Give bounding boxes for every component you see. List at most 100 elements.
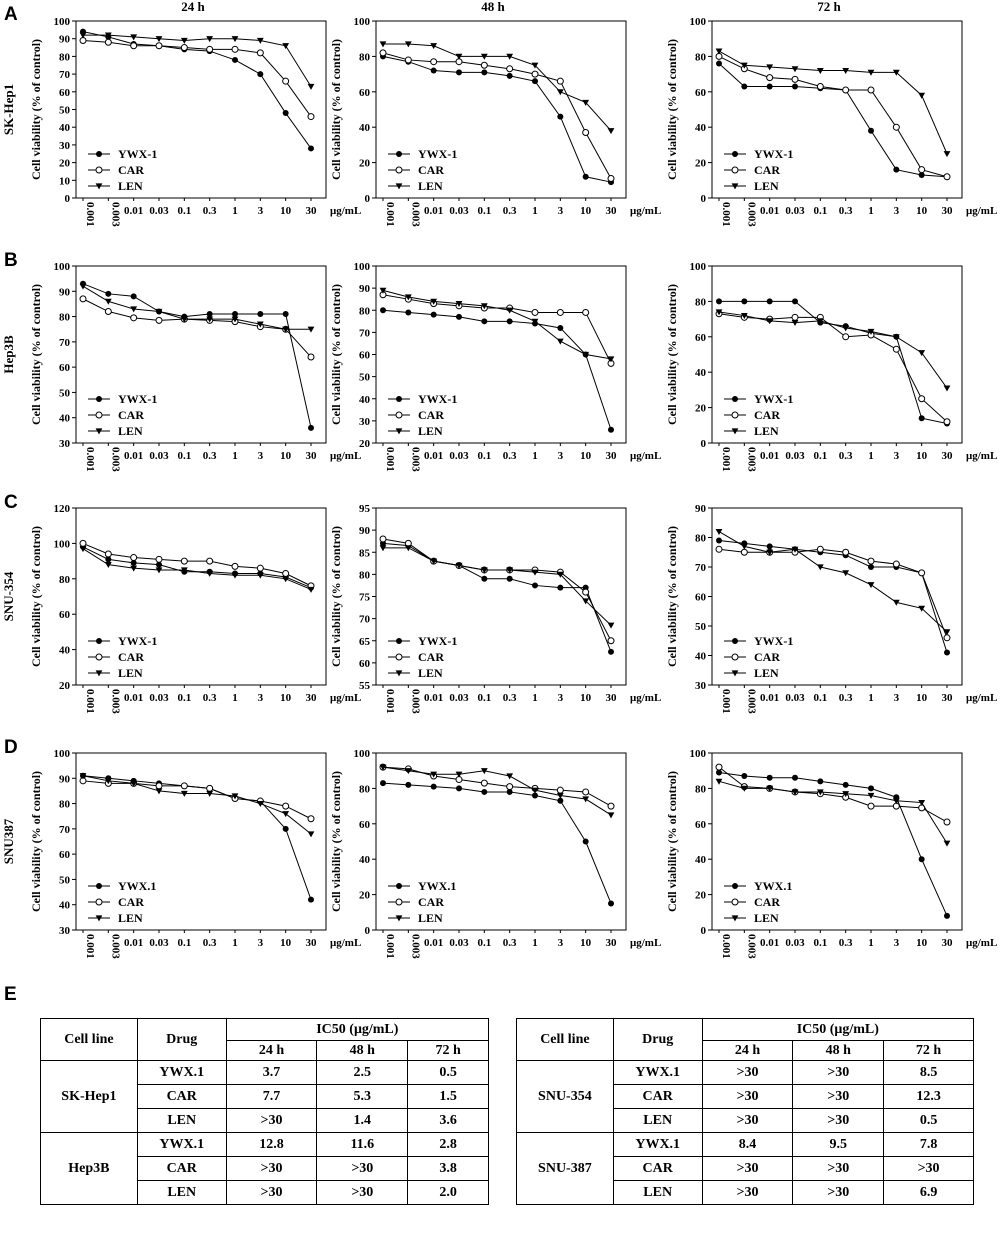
legend-label: YWX-1 (754, 147, 793, 161)
y-tick-label: 80 (59, 312, 71, 324)
x-tick-label: 0.003 (745, 447, 757, 472)
cell-line-row-label: Hep3B (1, 335, 16, 374)
legend-label: YWX-1 (118, 392, 157, 406)
y-axis-label: Cell viability (% of control) (665, 771, 679, 912)
y-tick-label: 30 (695, 680, 707, 692)
data-point (380, 780, 386, 787)
data-point (206, 36, 214, 43)
data-point (608, 900, 614, 907)
data-point (766, 785, 774, 792)
ic50-table-right: Cell line Drug IC50 (μg/mL) 24 h 48 h 72… (516, 1018, 975, 1205)
x-tick-label: 1 (868, 692, 874, 704)
y-tick-label: 80 (695, 783, 707, 795)
data-point (396, 396, 402, 402)
data-point (792, 83, 798, 90)
data-point (792, 774, 798, 781)
y-tick-label: 80 (695, 51, 707, 63)
data-point (256, 37, 264, 44)
y-tick-label: 20 (695, 158, 707, 170)
data-point (481, 788, 488, 795)
x-tick-label: 10 (916, 692, 928, 704)
x-tick-label: 30 (606, 205, 618, 217)
ic50-value: 1.5 (407, 1084, 489, 1109)
y-tick-label: 0 (65, 193, 71, 205)
legend-label: YWX-1 (418, 634, 457, 648)
data-point (716, 537, 722, 544)
x-tick-label: 0.001 (720, 447, 732, 472)
y-tick-label: 100 (54, 538, 71, 550)
data-point (607, 637, 615, 645)
ic50-value: >30 (792, 1108, 885, 1133)
data-point (740, 62, 748, 69)
series-line-car (82, 39, 312, 117)
x-tick-label: 3 (558, 450, 564, 462)
y-tick-label: 30 (59, 925, 71, 937)
data-point (231, 562, 239, 570)
x-tick-label: 30 (306, 450, 318, 462)
ic50-value: 7.7 (225, 1084, 318, 1109)
x-tick-label: 0.1 (177, 692, 191, 704)
data-point (480, 61, 488, 69)
cell-line-row-label: SK-Hep1 (1, 84, 16, 135)
data-point (104, 562, 112, 569)
x-tick-label: 0.1 (177, 205, 191, 217)
data-point (155, 567, 163, 574)
drug-name: CAR (136, 1156, 227, 1181)
series-line-len (718, 531, 948, 633)
x-tick-label: 0.3 (839, 692, 853, 704)
y-tick-label: 60 (59, 362, 71, 374)
ic50-value: >30 (225, 1156, 318, 1181)
data-point (892, 69, 900, 76)
time-header: 24 h (181, 0, 205, 14)
y-tick-label: 80 (359, 569, 371, 581)
series-line-car (718, 55, 948, 178)
data-point (867, 792, 875, 799)
y-tick-label: 70 (59, 824, 71, 836)
y-axis-label: Cell viability (% of control) (665, 526, 679, 667)
data-point (206, 790, 214, 797)
series-line-ywx-1 (718, 63, 948, 178)
x-tick-label: 0.3 (503, 937, 517, 949)
data-point (282, 43, 290, 50)
data-point (531, 70, 539, 78)
data-point (918, 395, 926, 403)
data-point (396, 883, 402, 889)
header-cell-line: Cell line (516, 1018, 614, 1061)
ic50-value: 3.7 (225, 1060, 318, 1085)
y-tick-label: 60 (59, 609, 71, 621)
data-point (867, 86, 875, 94)
series-line-len (382, 766, 612, 816)
y-tick-label: 40 (59, 645, 71, 657)
x-tick-label: 0.3 (503, 450, 517, 462)
data-point (867, 69, 875, 76)
x-tick-label: 1 (232, 937, 238, 949)
x-tick-label: 0.03 (449, 450, 469, 462)
y-tick-label: 100 (54, 748, 71, 760)
y-tick-label: 20 (359, 438, 371, 450)
series-line-car (82, 542, 312, 587)
x-tick-label: 0.003 (409, 447, 421, 472)
x-tick-label: 0.001 (384, 202, 396, 227)
data-point (456, 785, 462, 792)
y-tick-label: 60 (695, 819, 707, 831)
drug-name: LEN (136, 1108, 227, 1133)
x-tick-label: 30 (306, 937, 318, 949)
data-point (95, 428, 103, 435)
x-tick-label: 1 (532, 450, 538, 462)
data-point (480, 567, 488, 574)
data-point (918, 350, 926, 357)
legend-label: LEN (754, 179, 779, 193)
y-tick-label: 80 (59, 799, 71, 811)
data-point (155, 555, 163, 563)
data-point (506, 783, 514, 791)
data-point (506, 72, 513, 79)
series-line-car (718, 548, 948, 638)
x-tick-label: 0.003 (109, 934, 121, 959)
ic50-value: >30 (792, 1180, 885, 1205)
cell-line-name: SNU-354 (516, 1060, 614, 1133)
data-point (557, 113, 564, 120)
y-tick-label: 40 (695, 854, 707, 866)
legend-label: YWX-1 (418, 147, 457, 161)
data-point (430, 58, 438, 66)
data-point (766, 298, 773, 305)
